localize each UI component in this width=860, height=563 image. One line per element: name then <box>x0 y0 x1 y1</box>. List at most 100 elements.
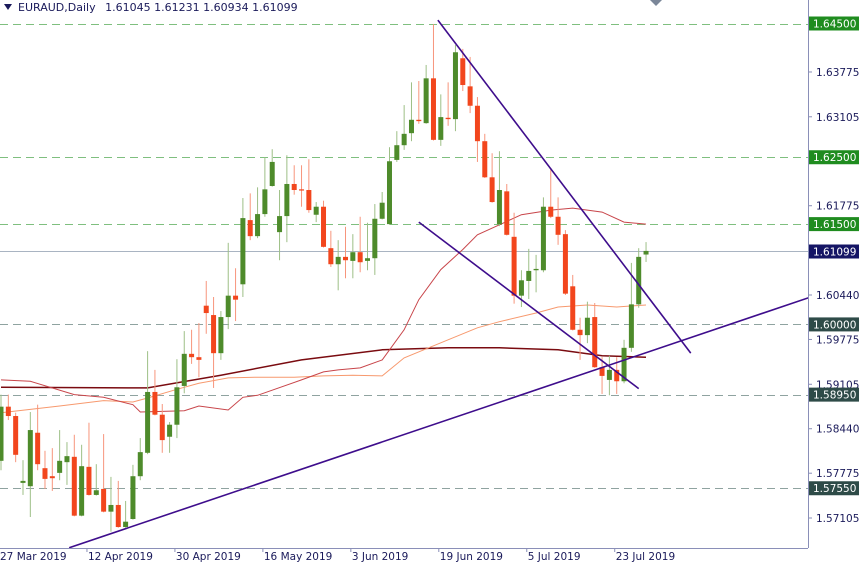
time-tick-label: 5 Jul 2019 <box>528 551 581 563</box>
candle-body <box>196 357 202 360</box>
candle-body <box>291 183 297 191</box>
candle-body <box>79 466 85 516</box>
level-price-badge <box>809 217 859 232</box>
candle-body <box>614 369 620 382</box>
candle-body <box>504 191 510 235</box>
candle <box>262 157 268 217</box>
candle-body <box>20 480 26 483</box>
candle-body <box>35 432 41 465</box>
candle <box>482 133 488 178</box>
candle <box>562 230 568 295</box>
candle <box>225 242 231 330</box>
candle <box>401 105 407 150</box>
candle <box>233 268 239 322</box>
price-tick-label: 1.59775 <box>816 334 859 346</box>
price-tick-label: 1.57105 <box>816 513 859 525</box>
candle-body <box>145 391 151 453</box>
candle-body <box>159 414 165 441</box>
candle-body <box>401 133 407 146</box>
candle-body <box>445 117 451 120</box>
candle-body <box>269 161 275 186</box>
candle <box>108 476 114 532</box>
candle-body <box>123 521 129 528</box>
candle <box>152 369 158 416</box>
time-tick-label: 27 Mar 2019 <box>0 551 67 563</box>
candle <box>570 274 576 331</box>
candle <box>20 460 26 495</box>
candle <box>211 296 217 388</box>
candle <box>636 248 642 308</box>
candle <box>130 464 136 520</box>
candle <box>460 48 466 92</box>
candle-body <box>621 347 627 382</box>
candle <box>93 464 99 496</box>
candle-body <box>526 270 532 281</box>
candle-body <box>115 504 121 528</box>
candle-body <box>328 248 334 265</box>
time-tick-label: 19 Jun 2019 <box>440 551 503 563</box>
dropdown-triangle-icon[interactable] <box>4 4 12 10</box>
chart-shift-marker-icon[interactable] <box>650 0 662 6</box>
candle <box>306 159 312 213</box>
candle <box>496 151 502 227</box>
candle-body <box>130 476 136 520</box>
candle-body <box>372 218 378 259</box>
candle <box>467 56 473 114</box>
candle-body <box>467 86 473 106</box>
candle <box>511 212 517 304</box>
candle <box>181 331 187 394</box>
candle-body <box>592 317 598 368</box>
candle-body <box>0 406 4 461</box>
ohlc-close: 1.61099 <box>252 1 298 14</box>
candle <box>350 234 356 279</box>
candle-body <box>408 119 414 134</box>
time-tick-label: 23 Jul 2019 <box>616 551 675 563</box>
candle-body <box>643 250 649 255</box>
candle <box>526 248 532 300</box>
candle-body <box>452 52 458 120</box>
candle-body <box>299 189 305 191</box>
level-price-badge <box>809 387 859 402</box>
candle-body <box>174 387 180 425</box>
candle <box>423 64 429 124</box>
candle-body <box>518 280 524 296</box>
candle <box>394 131 400 162</box>
candle <box>474 97 480 162</box>
moving-average-ma-mid <box>0 304 647 414</box>
trendline <box>418 221 640 390</box>
candle <box>240 198 246 297</box>
candle <box>628 262 634 352</box>
candle-body <box>255 214 261 237</box>
price-tick-label: 1.63775 <box>816 67 859 79</box>
candle <box>49 448 55 491</box>
level-price-label: 1.62500 <box>813 152 856 164</box>
candle <box>167 422 173 453</box>
candle-body <box>93 490 99 495</box>
candle <box>13 412 19 463</box>
candle-body <box>42 468 48 479</box>
candle <box>313 202 319 223</box>
candle-body <box>321 206 327 247</box>
candle-body <box>365 258 370 261</box>
candle-body <box>240 218 246 285</box>
candle-body <box>599 367 605 376</box>
current-price-label: 1.61099 <box>813 247 856 259</box>
trendlines <box>68 19 808 548</box>
current-price-badge <box>809 244 859 259</box>
candle <box>577 317 583 360</box>
candle-body <box>423 78 429 124</box>
candle-body <box>13 416 19 455</box>
candle <box>533 254 539 293</box>
candle <box>299 165 305 207</box>
candle-body <box>5 406 11 417</box>
candle-body <box>438 117 444 140</box>
candle-body <box>343 256 349 261</box>
candle <box>643 242 649 262</box>
candle <box>365 222 370 271</box>
candle-body <box>489 177 495 203</box>
ohlc-open: 1.61045 <box>105 1 151 14</box>
horizontal-levels <box>0 24 808 489</box>
candle <box>599 357 605 394</box>
